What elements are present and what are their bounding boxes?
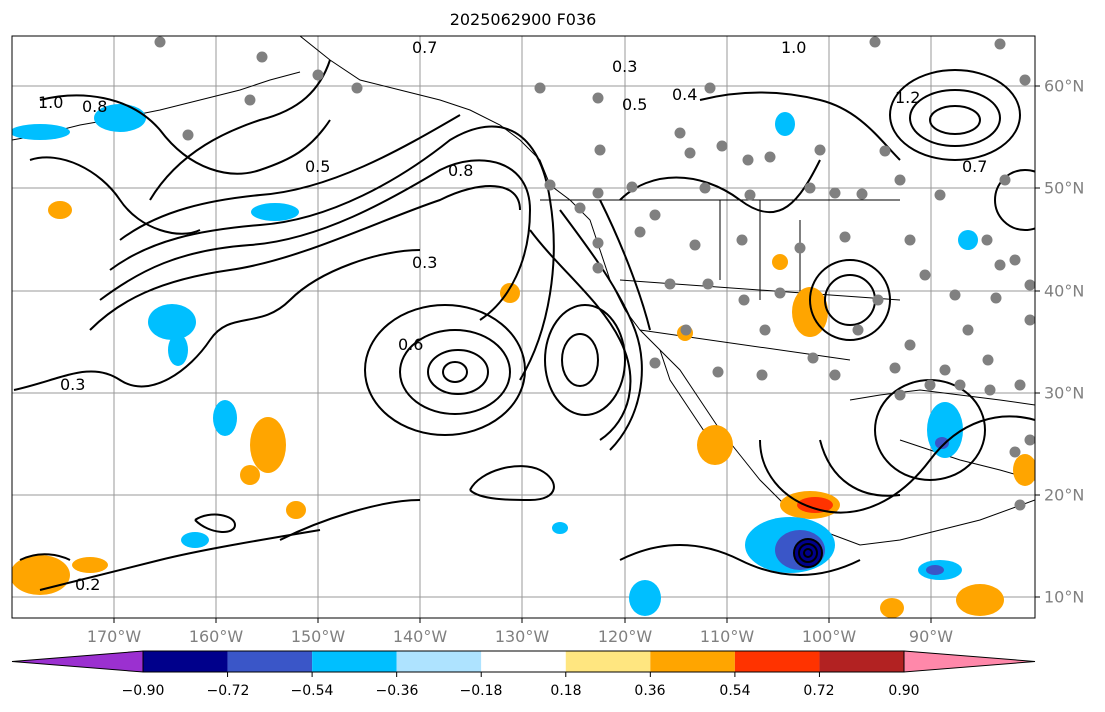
latitude-label: 50°N	[1044, 178, 1085, 198]
contour-label: 0.5	[305, 157, 330, 176]
contour-label: 0.4	[672, 85, 697, 104]
station-dots	[154, 36, 1035, 511]
contour-label: 0.5	[622, 95, 647, 114]
colorbar-frame	[142, 650, 905, 673]
colorbar-segments	[11, 650, 1036, 677]
colorbar-segment	[312, 651, 397, 672]
longitude-label: 120°W	[597, 627, 653, 646]
colorbar-segment	[650, 651, 735, 672]
latitude-label: 20°N	[1044, 485, 1085, 505]
colorbar-tick-label: 0.90	[888, 683, 920, 699]
colorbar-tick-label: 0.54	[719, 683, 751, 699]
colorbar-segment	[481, 651, 566, 672]
colorbar-tick-label: −0.36	[375, 683, 419, 699]
longitude-label: 90°W	[908, 627, 954, 646]
contour-label: 0.8	[82, 97, 107, 116]
latitude-label: 10°N	[1044, 587, 1085, 607]
contour-label: 0.6	[398, 335, 423, 354]
shaded-anomalies	[12, 104, 1035, 618]
colorbar-segment	[396, 651, 482, 672]
map-title: 2025062900 F036	[449, 10, 597, 29]
colorbar-tick-label: −0.54	[290, 683, 334, 699]
longitude-label: 130°W	[494, 627, 550, 646]
contour-label: 1.0	[781, 38, 806, 57]
colorbar-extend-low	[11, 650, 144, 673]
contour-label: 1.2	[895, 88, 920, 107]
longitude-label: 140°W	[392, 627, 448, 646]
contour-label: 0.8	[448, 161, 473, 180]
longitude-label: 170°W	[86, 627, 142, 646]
colorbar-tick-label: −0.72	[206, 683, 250, 699]
colorbar-tick-label: 0.72	[803, 683, 835, 699]
colorbar-segment	[227, 651, 313, 672]
longitude-label: 110°W	[699, 627, 755, 646]
colorbar-tick-label: 0.36	[634, 683, 666, 699]
contour-lines	[13, 59, 1035, 591]
contour-label: 0.2	[75, 575, 100, 594]
colorbar-tick-label: −0.18	[459, 683, 503, 699]
colorbar-tick-label: −0.90	[121, 683, 165, 699]
colorbar-tick-label: 0.18	[550, 683, 582, 699]
longitude-label: 100°W	[801, 627, 857, 646]
latitude-label: 30°N	[1044, 383, 1085, 403]
colorbar-segment	[565, 651, 651, 672]
contour-label: 1.0	[38, 93, 63, 112]
cyclone-contours	[793, 538, 823, 568]
latitude-label: 60°N	[1044, 76, 1085, 96]
map-frame	[11, 35, 1036, 619]
contour-label: 0.3	[612, 57, 637, 76]
colorbar-segment	[819, 651, 904, 672]
coastlines	[12, 36, 1035, 546]
colorbar-segment	[143, 651, 228, 672]
contour-labels: 1.0 0.8 0.5 0.3 0.2 0.6 0.7 0.4 0.3 0.5 …	[38, 38, 987, 594]
contour-label: 0.3	[60, 375, 85, 394]
contour-label: 0.7	[412, 38, 437, 57]
colorbar-extend-high	[903, 650, 1036, 673]
longitude-label: 150°W	[290, 627, 346, 646]
contour-label: 0.3	[412, 253, 437, 272]
colorbar	[11, 650, 1036, 677]
contour-label: 0.7	[962, 157, 987, 176]
colorbar-segment	[734, 651, 820, 672]
latitude-label: 40°N	[1044, 281, 1085, 301]
longitude-label: 160°W	[188, 627, 244, 646]
graticule	[12, 36, 1035, 618]
axis-ticks	[113, 85, 1040, 623]
